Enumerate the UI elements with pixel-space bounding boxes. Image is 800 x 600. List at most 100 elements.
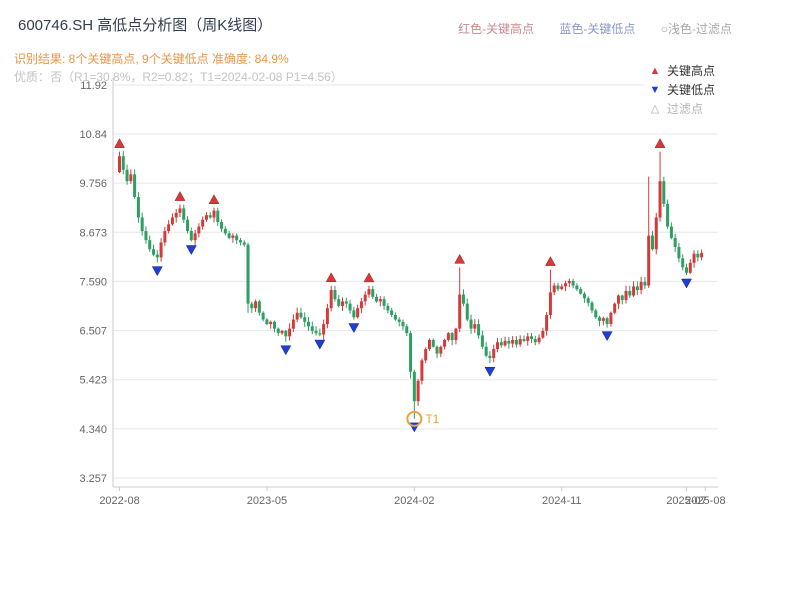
y-tick-label: 9.756	[79, 178, 107, 190]
candle-body	[167, 224, 171, 232]
candle-body	[367, 289, 371, 295]
candle-body	[439, 346, 443, 354]
key-high-marker[interactable]	[363, 272, 375, 283]
key-high-marker[interactable]	[208, 194, 220, 205]
candle-body	[227, 233, 231, 238]
key-high-marker[interactable]	[174, 191, 186, 201]
candle-body	[397, 319, 401, 322]
candle-body	[129, 174, 133, 182]
candle-body	[238, 240, 242, 243]
candle-body	[235, 235, 239, 241]
candle-body	[204, 215, 208, 220]
candle-body	[435, 346, 439, 354]
candle-body	[242, 242, 246, 245]
candle-body	[133, 174, 137, 198]
candle-body	[518, 339, 522, 345]
key-high-marker[interactable]	[114, 138, 125, 148]
candle-body	[152, 249, 156, 255]
candle-body	[575, 285, 579, 290]
key-low-marker[interactable]	[348, 323, 360, 334]
candle-body	[666, 203, 670, 227]
key-low-marker[interactable]	[601, 331, 613, 342]
legend-item-filtered[interactable]: △ 过滤点	[649, 100, 725, 119]
candle-body	[186, 219, 190, 232]
candle-body	[598, 317, 602, 321]
candle-body	[363, 294, 367, 302]
candle-body	[446, 333, 450, 340]
candle-body	[537, 337, 541, 343]
candle-body	[144, 231, 148, 241]
y-tick-label: 10.84	[79, 129, 107, 141]
candle-body	[272, 321, 276, 329]
candle-body	[257, 301, 261, 313]
candle-body	[613, 303, 617, 313]
candle-body	[125, 169, 129, 182]
candle-body	[220, 222, 224, 229]
candle-body	[250, 303, 254, 309]
candle-body	[556, 285, 560, 290]
candle-body	[193, 233, 197, 241]
candle-body	[409, 333, 413, 372]
candle-body	[310, 326, 314, 331]
candle-body	[624, 290, 628, 301]
key-high-marker[interactable]	[454, 253, 466, 264]
candle-body	[477, 324, 481, 336]
candle-body	[136, 197, 140, 218]
candle-body	[170, 217, 174, 225]
candle-body	[375, 296, 379, 302]
candle-body	[246, 244, 250, 304]
legend-item-key-low[interactable]: ▼ 关键低点	[649, 81, 725, 100]
candle-body	[564, 283, 568, 287]
candle-body	[280, 330, 284, 334]
key-low-marker[interactable]	[151, 266, 163, 277]
candle-body	[507, 340, 511, 344]
candle-body	[424, 349, 428, 361]
legend-item-key-high[interactable]: ▲ 关键高点	[649, 62, 725, 81]
candle-body	[496, 342, 499, 350]
candle-body	[159, 242, 163, 258]
candle-body	[178, 208, 182, 213]
candle-body	[431, 339, 435, 347]
candle-body	[341, 301, 345, 306]
y-tick-label: 4.340	[79, 424, 107, 436]
candle-body	[582, 293, 586, 299]
candle-body	[673, 237, 677, 247]
candle-body	[325, 308, 329, 325]
key-high-marker[interactable]	[325, 272, 337, 283]
key-low-marker[interactable]	[484, 366, 496, 377]
candle-body	[303, 317, 307, 322]
t1-label: T1	[425, 412, 439, 426]
x-tick-label: 2025-08	[685, 495, 725, 507]
candle-body	[231, 235, 235, 238]
legend-filtered-label: ○浅色-过滤点	[660, 22, 732, 36]
y-tick-label: 8.673	[79, 227, 107, 239]
candle-body	[628, 290, 632, 296]
candle-body	[548, 292, 552, 316]
candle-body	[658, 181, 662, 218]
x-tick-label: 2024-02	[394, 495, 434, 507]
candle-body	[148, 240, 152, 250]
recognition-result-text: 识别结果: 8个关键高点, 9个关键低点 准确度: 84.9%	[14, 52, 289, 66]
key-high-marker[interactable]	[654, 138, 666, 148]
y-tick-label: 11.92	[80, 80, 107, 92]
candle-body	[212, 210, 216, 218]
candle-body	[681, 258, 685, 268]
page-title: 600746.SH 高低点分析图（周K线图）	[18, 17, 273, 34]
key-low-marker[interactable]	[314, 339, 326, 350]
candle-body	[405, 326, 409, 334]
y-tick-label: 3.257	[79, 473, 107, 485]
key-low-marker[interactable]	[185, 245, 197, 256]
x-tick-label: 2022-08	[99, 495, 139, 507]
candle-body	[541, 330, 545, 338]
candle-body	[337, 299, 341, 306]
candle-body	[174, 212, 178, 218]
candle-body	[299, 312, 303, 318]
key-low-marker[interactable]	[280, 345, 292, 356]
candle-body	[639, 281, 643, 291]
candle-body	[269, 321, 273, 325]
key-low-marker[interactable]	[681, 278, 692, 289]
key-high-marker[interactable]	[544, 256, 556, 266]
candle-body	[216, 210, 220, 223]
